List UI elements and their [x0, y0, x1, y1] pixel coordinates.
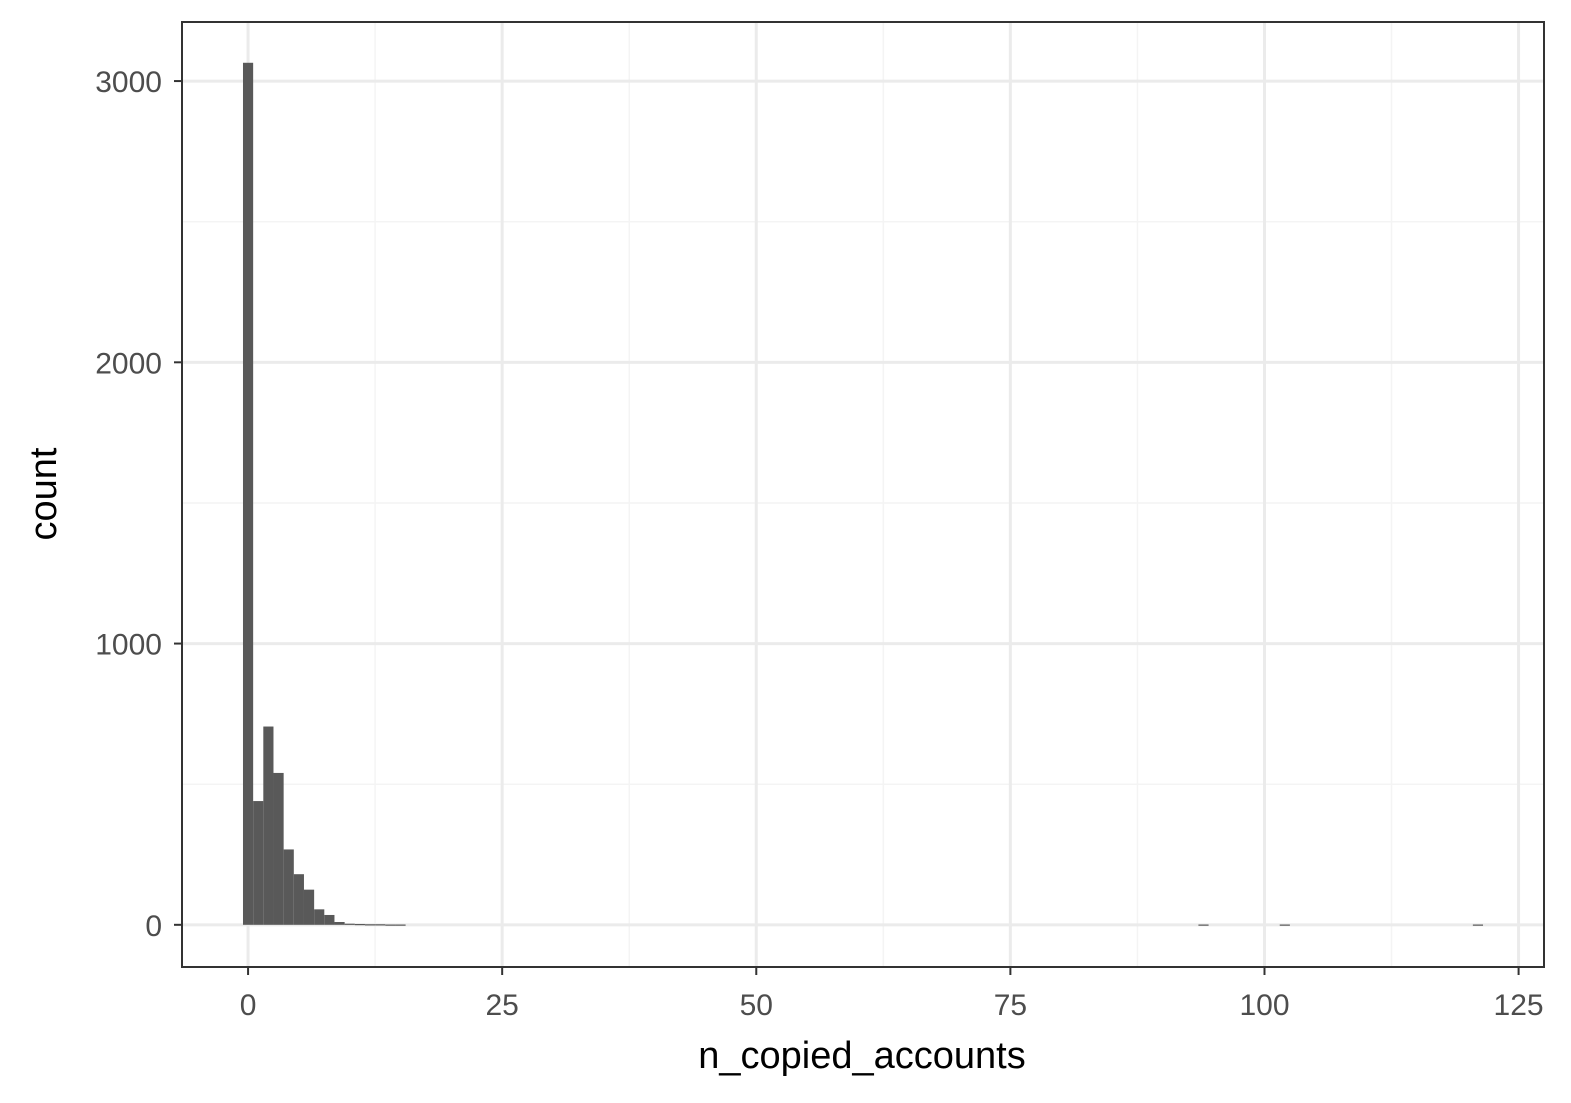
y-axis: 0 1000 2000 3000 [95, 66, 182, 943]
histogram-bar [364, 924, 376, 926]
histogram-bar [283, 849, 294, 925]
panel-background [182, 22, 1544, 967]
x-tick-label: 100 [1239, 989, 1289, 1022]
histogram-bar [324, 914, 335, 925]
panel-border [181, 21, 1545, 968]
histogram-bar [1472, 924, 1484, 926]
histogram-bar [334, 922, 345, 925]
histogram-bar [263, 726, 274, 925]
histogram-bar [1279, 924, 1290, 926]
x-tick-label: 25 [485, 989, 518, 1022]
histogram-bar [1198, 924, 1209, 926]
histogram-bar [242, 62, 254, 925]
histogram-bars [242, 62, 1484, 926]
histogram-bar [375, 924, 386, 926]
grid-minor [182, 22, 1544, 967]
y-tick-label: 1000 [95, 629, 162, 662]
x-tick-label: 50 [740, 989, 773, 1022]
histogram-bar [293, 874, 304, 925]
x-tick-label: 0 [240, 989, 257, 1022]
histogram-bar [303, 889, 315, 925]
histogram-bar [314, 909, 325, 925]
histogram-bar [385, 924, 396, 926]
y-tick-label: 2000 [95, 347, 162, 380]
x-tick-label: 125 [1494, 989, 1544, 1022]
x-axis-title: n_copied_accounts [698, 1035, 1025, 1077]
histogram-bar [273, 772, 284, 925]
x-axis: 0 25 50 75 100 125 [240, 967, 1544, 1022]
grid-major [182, 22, 1544, 967]
histogram-bar [344, 923, 355, 925]
histogram-bar [253, 801, 264, 925]
y-tick-label: 0 [145, 910, 162, 943]
x-tick-label: 75 [994, 989, 1027, 1022]
y-axis-title: count [23, 447, 65, 540]
histogram-bar [354, 923, 365, 926]
y-tick-label: 3000 [95, 66, 162, 99]
histogram-bar [395, 924, 406, 926]
